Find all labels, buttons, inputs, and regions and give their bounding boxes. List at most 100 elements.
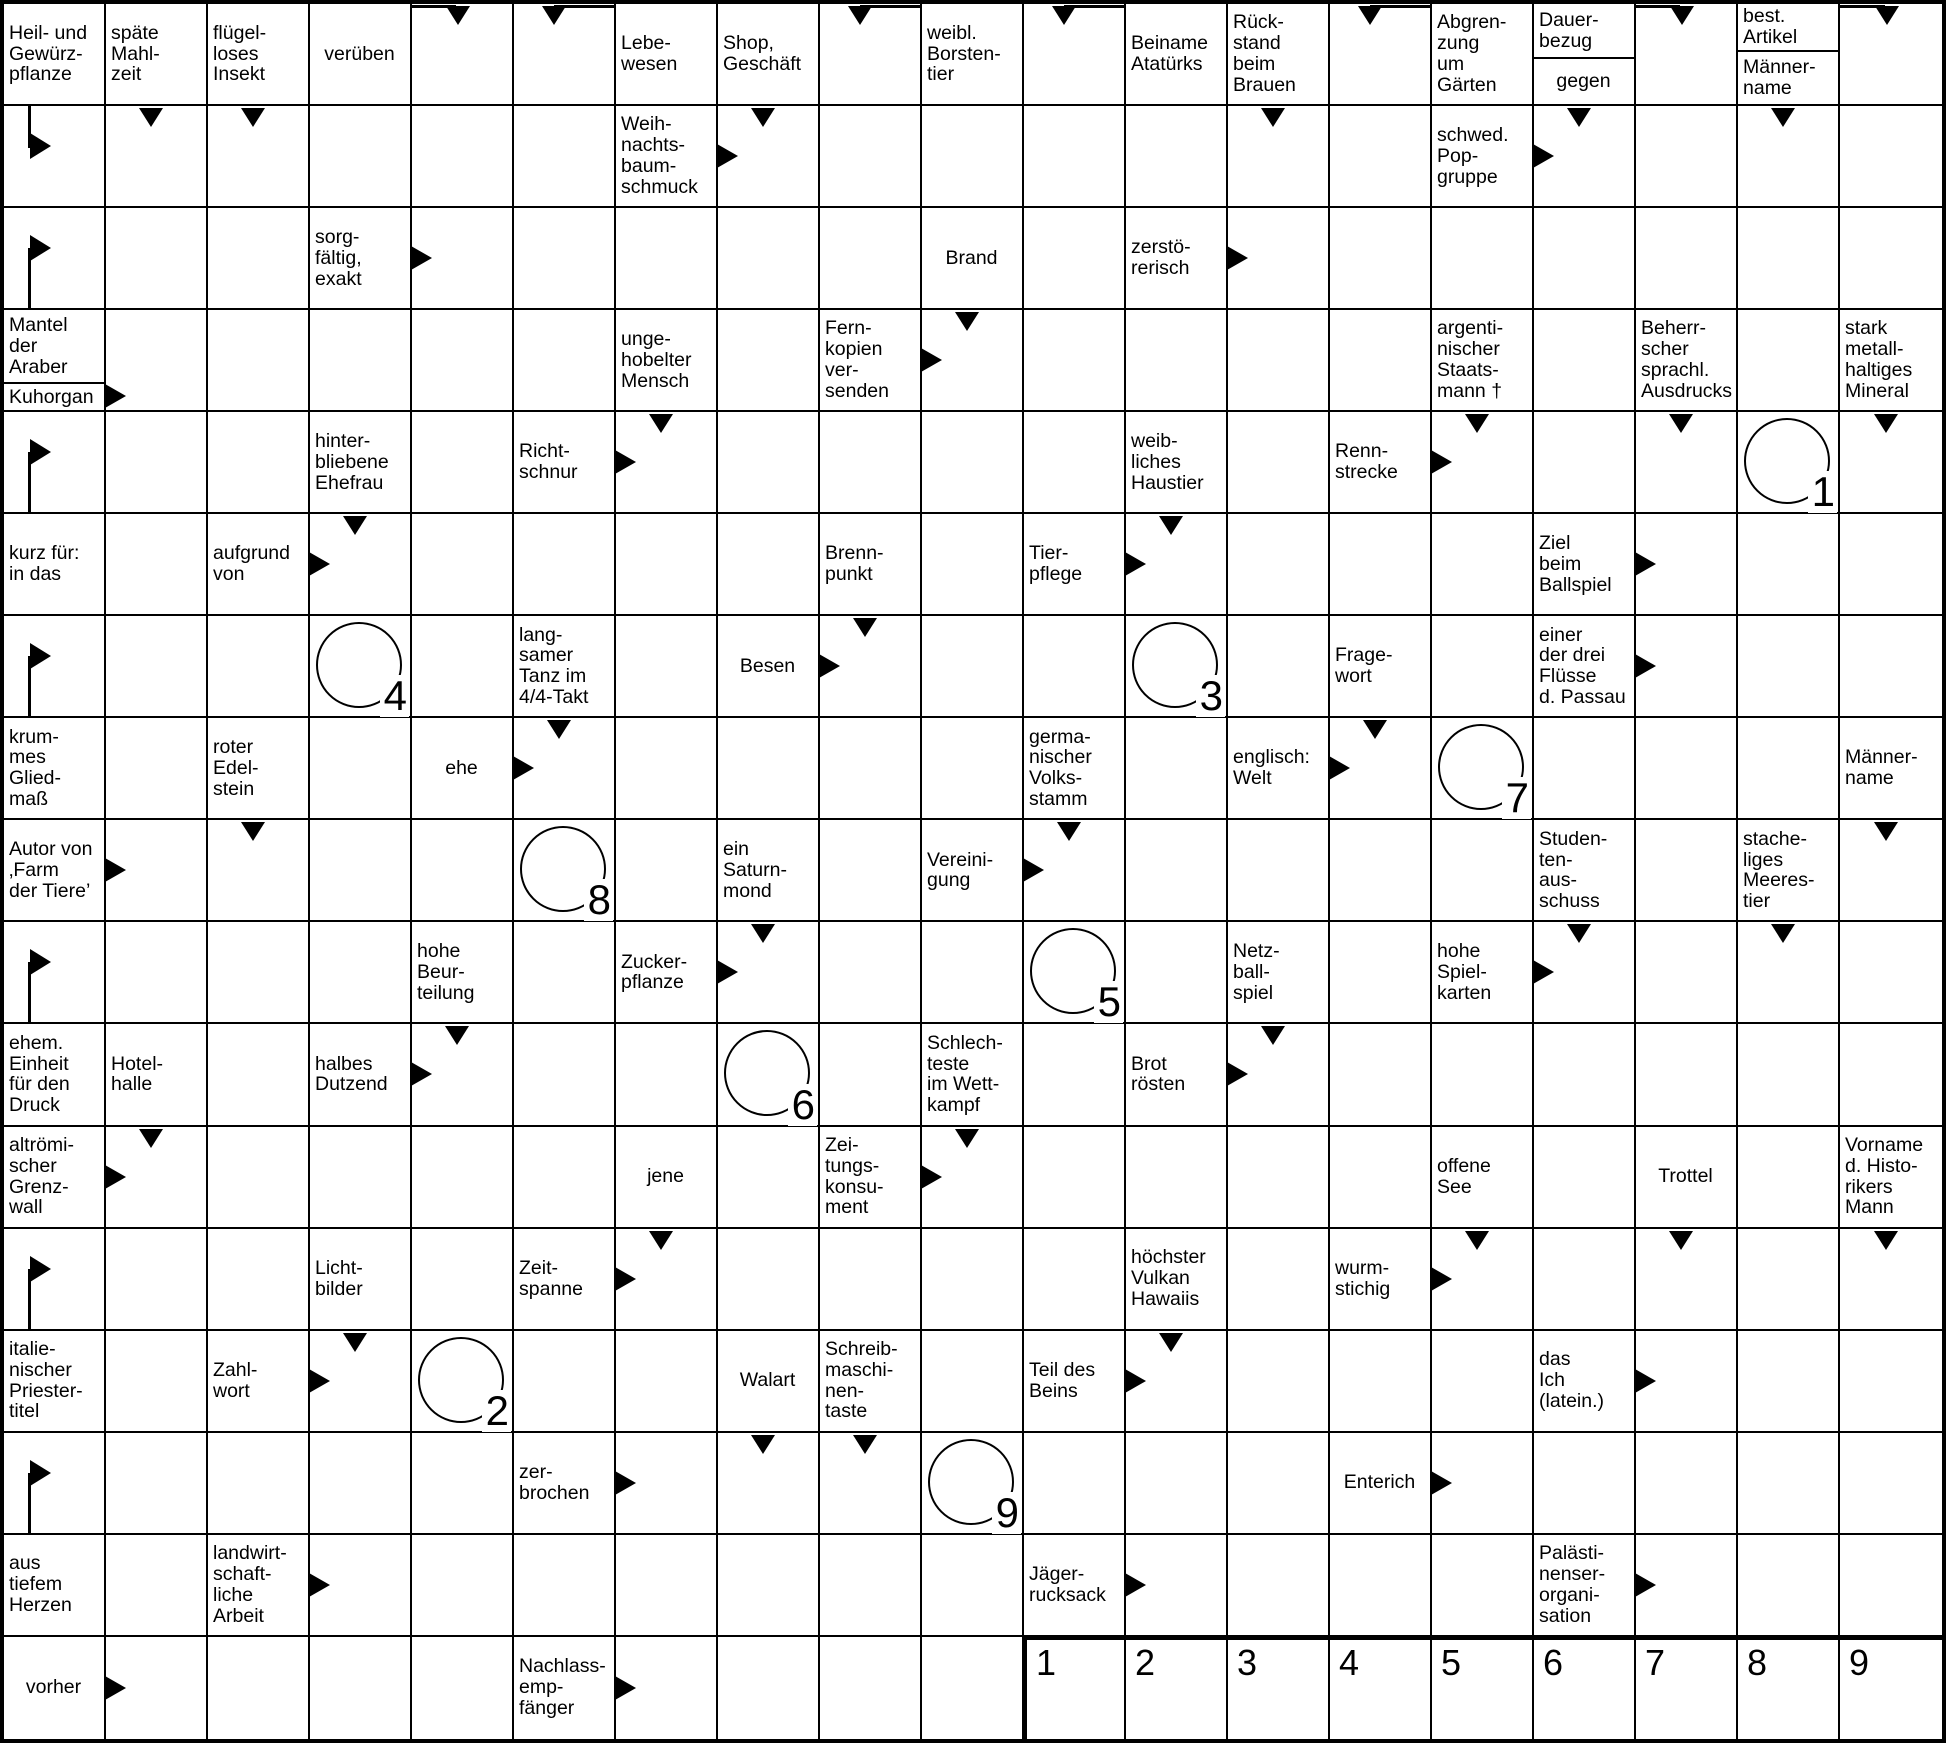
answer-cell-r8-c18[interactable]	[1840, 820, 1942, 923]
solution-word-cell-7[interactable]: 7	[1636, 1636, 1738, 1739]
answer-cell-r4-c7[interactable]	[718, 412, 820, 515]
answer-cell-r6-c3[interactable]: 4	[310, 616, 412, 719]
answer-cell-r7-c17[interactable]	[1738, 718, 1840, 821]
answer-cell-r10-c6[interactable]	[616, 1024, 718, 1127]
answer-cell-r12-c4[interactable]	[412, 1228, 514, 1331]
answer-cell-r10-c5[interactable]	[514, 1024, 616, 1127]
answer-cell-r0-c4[interactable]	[410, 4, 514, 107]
answer-cell-r8-c14[interactable]	[1432, 820, 1534, 923]
answer-cell-r11-c2[interactable]	[208, 1126, 310, 1229]
solution-word-cell-8[interactable]: 8	[1738, 1636, 1840, 1739]
answer-cell-r3-c2[interactable]	[208, 310, 310, 413]
answer-cell-r15-c4[interactable]	[412, 1534, 514, 1637]
answer-cell-r6-c11[interactable]: 3	[1126, 616, 1228, 719]
answer-cell-r2-c13[interactable]	[1330, 208, 1432, 311]
answer-cell-r3-c3[interactable]	[310, 310, 412, 413]
answer-cell-r13-c13[interactable]	[1330, 1330, 1432, 1433]
answer-cell-r1-c10[interactable]	[1024, 106, 1126, 209]
answer-cell-r6-c14[interactable]	[1432, 616, 1534, 719]
answer-cell-r10-c8[interactable]	[820, 1024, 922, 1127]
answer-cell-r9-c17[interactable]	[1738, 922, 1840, 1025]
answer-cell-r13-c14[interactable]	[1432, 1330, 1534, 1433]
answer-cell-r5-c1[interactable]	[106, 514, 208, 617]
solution-word-cell-6[interactable]: 6	[1534, 1636, 1636, 1739]
answer-cell-r14-c18[interactable]	[1840, 1432, 1942, 1535]
answer-cell-r16-c8[interactable]	[820, 1636, 922, 1739]
answer-cell-r10-c2[interactable]	[208, 1024, 310, 1127]
answer-cell-r2-c17[interactable]	[1738, 208, 1840, 311]
answer-cell-r14-c8[interactable]	[820, 1432, 922, 1535]
answer-cell-r6-c12[interactable]	[1228, 616, 1330, 719]
answer-cell-r3-c13[interactable]	[1330, 310, 1432, 413]
answer-cell-r7-c1[interactable]	[106, 718, 208, 821]
answer-cell-r4-c0[interactable]	[4, 412, 106, 515]
answer-cell-r11-c5[interactable]	[514, 1126, 616, 1229]
answer-cell-r2-c16[interactable]	[1636, 208, 1738, 311]
answer-cell-r1-c9[interactable]	[922, 106, 1024, 209]
answer-cell-r15-c9[interactable]	[922, 1534, 1024, 1637]
answer-cell-r14-c7[interactable]	[718, 1432, 820, 1535]
answer-cell-r8-c11[interactable]	[1126, 820, 1228, 923]
answer-cell-r6-c2[interactable]	[208, 616, 310, 719]
answer-cell-r2-c15[interactable]	[1534, 208, 1636, 311]
answer-cell-r7-c3[interactable]	[310, 718, 412, 821]
solution-word-cell-2[interactable]: 2	[1126, 1636, 1228, 1739]
answer-cell-r4-c8[interactable]	[820, 412, 922, 515]
answer-cell-r3-c7[interactable]	[718, 310, 820, 413]
answer-cell-r12-c10[interactable]	[1024, 1228, 1126, 1331]
answer-cell-r9-c8[interactable]	[820, 922, 922, 1025]
answer-cell-r15-c14[interactable]	[1432, 1534, 1534, 1637]
answer-cell-r4-c15[interactable]	[1534, 412, 1636, 515]
answer-cell-r9-c13[interactable]	[1330, 922, 1432, 1025]
answer-cell-r0-c10[interactable]	[1024, 4, 1126, 107]
answer-cell-r4-c9[interactable]	[922, 412, 1024, 515]
answer-cell-r10-c14[interactable]	[1432, 1024, 1534, 1127]
solution-word-cell-4[interactable]: 4	[1330, 1636, 1432, 1739]
answer-cell-r14-c12[interactable]	[1228, 1432, 1330, 1535]
answer-cell-r5-c4[interactable]	[412, 514, 514, 617]
answer-cell-r1-c13[interactable]	[1330, 106, 1432, 209]
answer-cell-r8-c4[interactable]	[412, 820, 514, 923]
answer-cell-r7-c7[interactable]	[718, 718, 820, 821]
answer-cell-r5-c18[interactable]	[1840, 514, 1942, 617]
answer-cell-r3-c15[interactable]	[1534, 310, 1636, 413]
answer-cell-r5-c7[interactable]	[718, 514, 820, 617]
answer-cell-r8-c2[interactable]	[208, 820, 310, 923]
answer-cell-r13-c18[interactable]	[1840, 1330, 1942, 1433]
answer-cell-r3-c17[interactable]	[1738, 310, 1840, 413]
answer-cell-r9-c16[interactable]	[1636, 922, 1738, 1025]
answer-cell-r9-c3[interactable]	[310, 922, 412, 1025]
answer-cell-r7-c14[interactable]: 7	[1432, 718, 1534, 821]
answer-cell-r14-c17[interactable]	[1738, 1432, 1840, 1535]
answer-cell-r7-c11[interactable]	[1126, 718, 1228, 821]
answer-cell-r15-c17[interactable]	[1738, 1534, 1840, 1637]
answer-cell-r13-c5[interactable]	[514, 1330, 616, 1433]
answer-cell-r15-c12[interactable]	[1228, 1534, 1330, 1637]
answer-cell-r4-c17[interactable]: 1	[1738, 412, 1840, 515]
answer-cell-r6-c0[interactable]	[4, 616, 106, 719]
answer-cell-r15-c1[interactable]	[106, 1534, 208, 1637]
answer-cell-r1-c11[interactable]	[1126, 106, 1228, 209]
answer-cell-r4-c12[interactable]	[1228, 412, 1330, 515]
answer-cell-r11-c4[interactable]	[412, 1126, 514, 1229]
answer-cell-r7-c15[interactable]	[1534, 718, 1636, 821]
answer-cell-r14-c2[interactable]	[208, 1432, 310, 1535]
answer-cell-r15-c18[interactable]	[1840, 1534, 1942, 1637]
answer-cell-r3-c12[interactable]	[1228, 310, 1330, 413]
answer-cell-r8-c12[interactable]	[1228, 820, 1330, 923]
answer-cell-r4-c1[interactable]	[106, 412, 208, 515]
answer-cell-r1-c8[interactable]	[820, 106, 922, 209]
answer-cell-r15-c8[interactable]	[820, 1534, 922, 1637]
answer-cell-r3-c5[interactable]	[514, 310, 616, 413]
answer-cell-r15-c5[interactable]	[514, 1534, 616, 1637]
answer-cell-r15-c7[interactable]	[718, 1534, 820, 1637]
answer-cell-r5-c9[interactable]	[922, 514, 1024, 617]
answer-cell-r8-c8[interactable]	[820, 820, 922, 923]
answer-cell-r7-c16[interactable]	[1636, 718, 1738, 821]
answer-cell-r14-c16[interactable]	[1636, 1432, 1738, 1535]
answer-cell-r6-c17[interactable]	[1738, 616, 1840, 719]
answer-cell-r9-c5[interactable]	[514, 922, 616, 1025]
answer-cell-r14-c0[interactable]	[4, 1432, 106, 1535]
answer-cell-r2-c14[interactable]	[1432, 208, 1534, 311]
answer-cell-r11-c15[interactable]	[1534, 1126, 1636, 1229]
